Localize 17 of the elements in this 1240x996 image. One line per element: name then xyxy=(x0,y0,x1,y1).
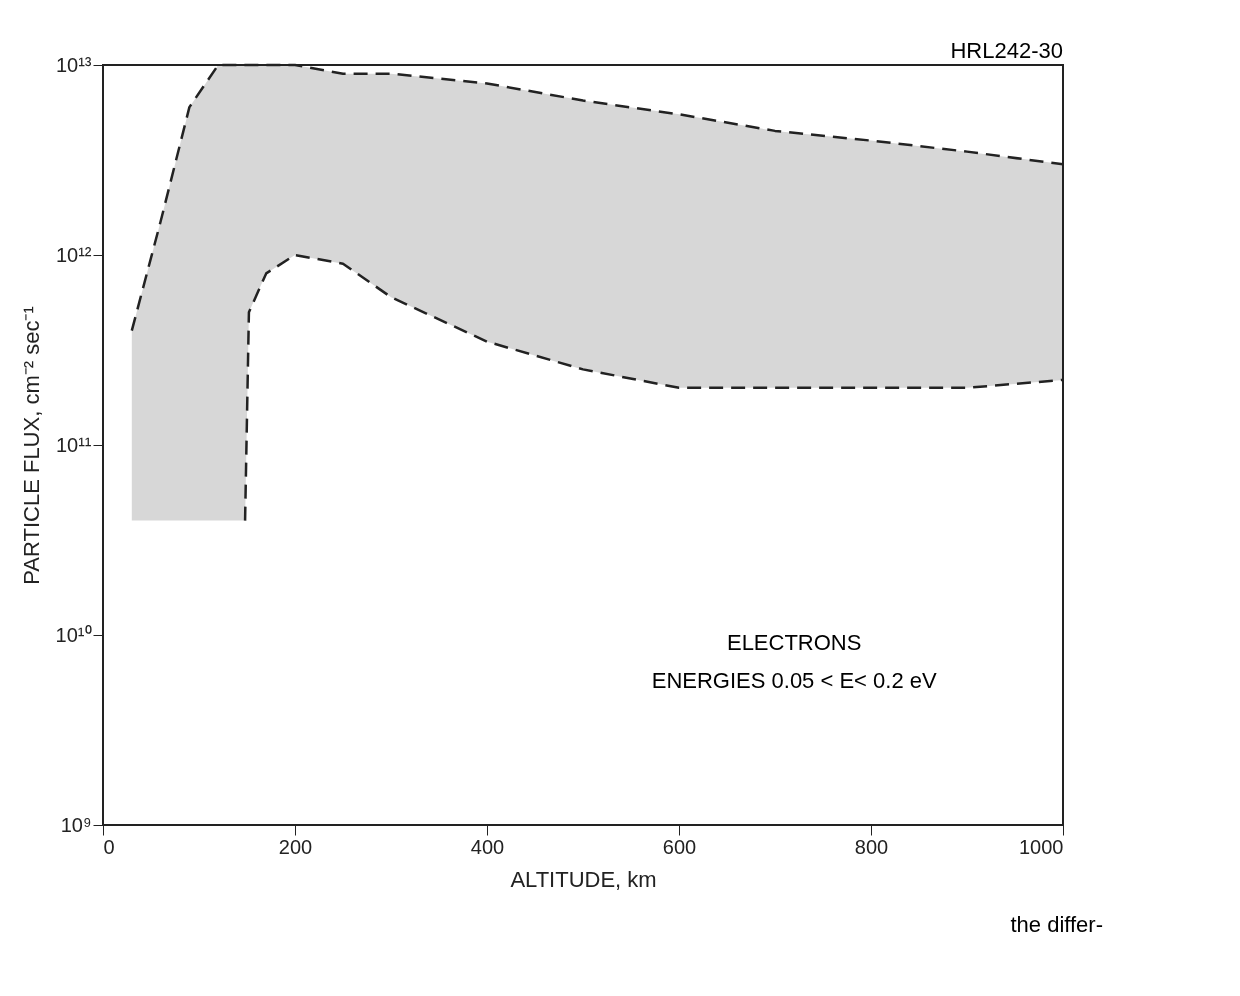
text: the differ- xyxy=(1010,912,1103,937)
y-tick-label: 10⁹ xyxy=(60,813,92,836)
annotation: ELECTRONS xyxy=(726,629,862,655)
x-axis-title: ALTITUDE, km xyxy=(510,866,657,892)
y-tick-label: 10¹² xyxy=(55,243,92,266)
x-tick-label: 0 xyxy=(103,835,115,858)
y-tick-label: 10¹³ xyxy=(55,53,92,76)
x-tick-label: 200 xyxy=(278,835,313,858)
x-tick-label: 800 xyxy=(854,835,889,858)
y-tick-label: 10¹⁰ xyxy=(55,623,92,646)
x-tick-label: 1000 xyxy=(1019,835,1064,858)
x-tick-label: 400 xyxy=(470,835,505,858)
annotation: ENERGIES 0.05 < E< 0.2 eV xyxy=(651,667,937,693)
y-axis-title: PARTICLE FLUX, cm⁻² sec⁻¹ xyxy=(18,306,44,585)
text: HRL242-30 xyxy=(950,38,1063,63)
y-tick-label: 10¹¹ xyxy=(55,433,92,456)
x-tick-label: 600 xyxy=(662,835,697,858)
